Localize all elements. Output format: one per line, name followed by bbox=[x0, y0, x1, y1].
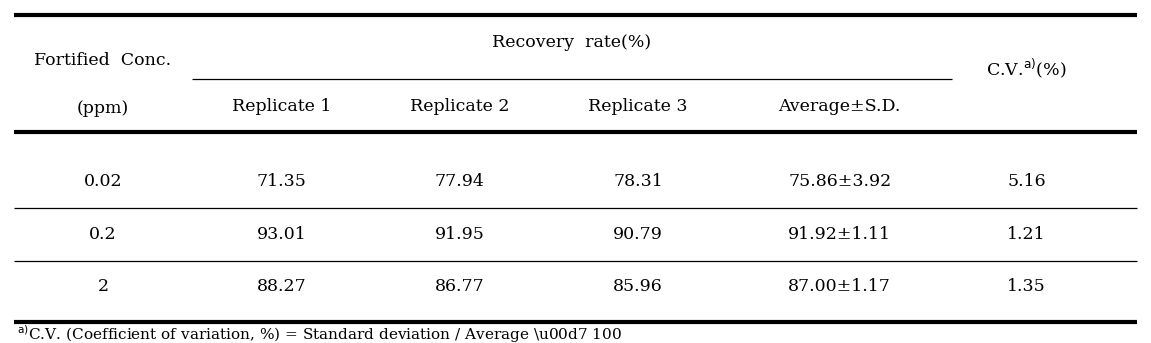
Text: 2: 2 bbox=[98, 278, 108, 295]
Text: Recovery  rate(%): Recovery rate(%) bbox=[493, 34, 651, 51]
Text: Replicate 2: Replicate 2 bbox=[410, 98, 510, 115]
Text: 0.02: 0.02 bbox=[84, 173, 122, 190]
Text: Replicate 1: Replicate 1 bbox=[231, 98, 331, 115]
Text: 78.31: 78.31 bbox=[613, 173, 663, 190]
Text: Fortified  Conc.: Fortified Conc. bbox=[35, 51, 171, 69]
Text: 85.96: 85.96 bbox=[613, 278, 663, 295]
Text: 77.94: 77.94 bbox=[435, 173, 485, 190]
Text: C.V.$^{\rm a)}$(%): C.V.$^{\rm a)}$(%) bbox=[986, 57, 1067, 80]
Text: 90.79: 90.79 bbox=[613, 226, 663, 244]
Text: 71.35: 71.35 bbox=[257, 173, 306, 190]
Text: 5.16: 5.16 bbox=[1007, 173, 1046, 190]
Text: 75.86±3.92: 75.86±3.92 bbox=[788, 173, 891, 190]
Text: Average±S.D.: Average±S.D. bbox=[778, 98, 901, 115]
Text: 0.2: 0.2 bbox=[89, 226, 117, 244]
Text: 93.01: 93.01 bbox=[257, 226, 306, 244]
Text: $^{\rm a)}$C.V. (Coefficient of variation, %) = Standard deviation / Average \u0: $^{\rm a)}$C.V. (Coefficient of variatio… bbox=[17, 323, 623, 343]
Text: (ppm): (ppm) bbox=[77, 99, 129, 117]
Text: 91.92±1.11: 91.92±1.11 bbox=[788, 226, 891, 244]
Text: 91.95: 91.95 bbox=[435, 226, 485, 244]
Text: 1.35: 1.35 bbox=[1007, 278, 1046, 295]
Text: 86.77: 86.77 bbox=[435, 278, 485, 295]
Text: Replicate 3: Replicate 3 bbox=[588, 98, 688, 115]
Text: 87.00±1.17: 87.00±1.17 bbox=[788, 278, 891, 295]
Text: 1.21: 1.21 bbox=[1007, 226, 1046, 244]
Text: 88.27: 88.27 bbox=[257, 278, 306, 295]
